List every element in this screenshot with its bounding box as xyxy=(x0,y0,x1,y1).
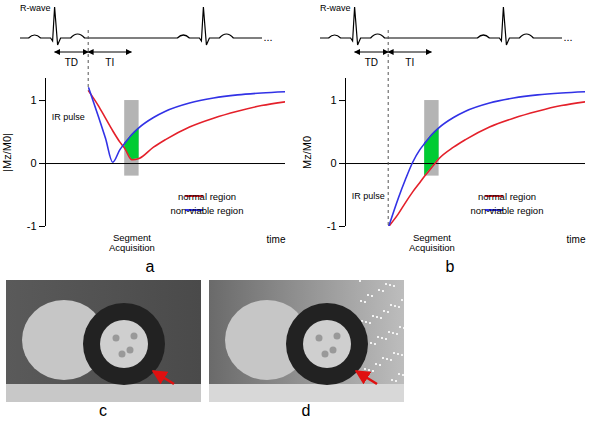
svg-text:non-viable region: non-viable region xyxy=(171,205,244,216)
svg-text:-1: -1 xyxy=(327,220,337,232)
svg-text:normal region: normal region xyxy=(178,191,236,202)
svg-text:non-viable region: non-viable region xyxy=(471,205,544,216)
svg-text:0: 0 xyxy=(30,157,36,169)
svg-text:normal region: normal region xyxy=(478,191,536,202)
svg-text:R-wave: R-wave xyxy=(320,3,351,13)
svg-text:...: ... xyxy=(563,31,572,43)
svg-text:R-wave: R-wave xyxy=(20,3,51,13)
html-text:c: c xyxy=(99,402,107,419)
svg-text:TD: TD xyxy=(65,57,78,68)
svg-text:Mz/M0: Mz/M0 xyxy=(301,136,313,169)
svg-text:-1: -1 xyxy=(27,220,37,232)
svg-text:|Mz/M0|: |Mz/M0| xyxy=(1,133,13,172)
svg-text:time: time xyxy=(267,234,286,245)
svg-text:IR pulse: IR pulse xyxy=(52,112,85,122)
svg-text:...: ... xyxy=(263,31,272,43)
svg-text:TI: TI xyxy=(405,57,414,68)
html-text:d: d xyxy=(301,402,311,419)
svg-text:IR pulse: IR pulse xyxy=(352,191,385,201)
svg-text:1: 1 xyxy=(30,94,36,106)
svg-text:SegmentAcquisition: SegmentAcquisition xyxy=(409,232,455,253)
svg-text:SegmentAcquisition: SegmentAcquisition xyxy=(109,232,155,253)
svg-text:TD: TD xyxy=(365,57,378,68)
svg-text:TI: TI xyxy=(105,57,114,68)
svg-text:0: 0 xyxy=(330,157,336,169)
html-text:b: b xyxy=(445,258,455,275)
svg-text:1: 1 xyxy=(330,94,336,106)
html-text:a: a xyxy=(145,258,155,275)
svg-text:time: time xyxy=(567,234,586,245)
